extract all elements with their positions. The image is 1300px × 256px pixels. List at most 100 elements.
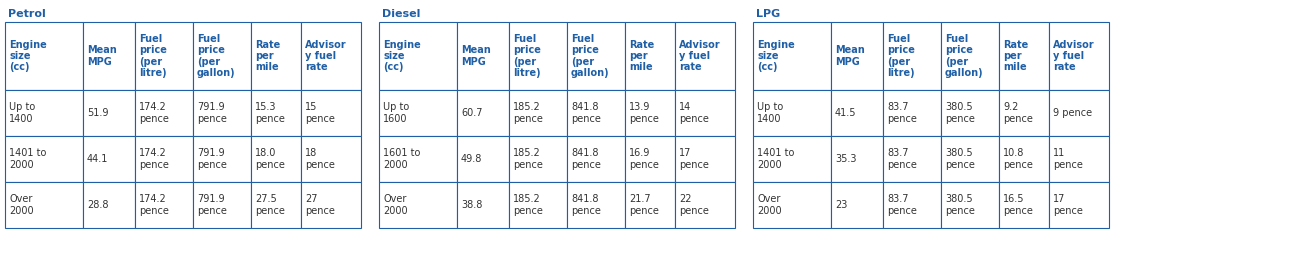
Text: 51.9: 51.9 [87,108,108,118]
Text: Engine
size
(cc): Engine size (cc) [757,40,794,72]
Text: Fuel
price
(per
litre): Fuel price (per litre) [887,34,915,78]
Bar [83,182,135,228]
Text: Rate
per
mile: Rate per mile [629,40,654,72]
Text: Over
2000: Over 2000 [757,194,781,216]
Bar [135,90,192,136]
Text: 13.9
pence: 13.9 pence [629,102,659,124]
Bar [458,22,510,90]
Text: 11
pence: 11 pence [1053,148,1083,169]
Text: Petrol: Petrol [8,9,46,19]
Bar [251,136,302,182]
Text: 9.2
pence: 9.2 pence [1004,102,1034,124]
Bar [1049,136,1109,182]
Bar [510,136,567,182]
Bar [753,22,831,90]
Bar [567,182,625,228]
Text: 185.2
pence: 185.2 pence [514,148,543,169]
Bar [1049,182,1109,228]
Bar [380,182,458,228]
Text: 23: 23 [835,200,848,210]
Bar [941,90,998,136]
Text: 380.5
pence: 380.5 pence [945,102,975,124]
Text: 841.8
pence: 841.8 pence [571,148,601,169]
Bar [625,182,675,228]
Text: 49.8: 49.8 [462,154,482,164]
Text: 185.2
pence: 185.2 pence [514,194,543,216]
Text: 841.8
pence: 841.8 pence [571,194,601,216]
Text: Fuel
price
(per
gallon): Fuel price (per gallon) [945,34,984,78]
Bar [302,182,361,228]
Bar [83,90,135,136]
Text: 841.8
pence: 841.8 pence [571,102,601,124]
Bar [302,22,361,90]
Text: Rate
per
mile: Rate per mile [255,40,281,72]
Text: 17
pence: 17 pence [679,148,708,169]
Bar [192,136,251,182]
Bar [675,90,734,136]
Bar [192,90,251,136]
Bar [510,182,567,228]
Bar [83,22,135,90]
Text: Fuel
price
(per
litre): Fuel price (per litre) [514,34,541,78]
Text: 174.2
pence: 174.2 pence [139,148,169,169]
Text: Diesel: Diesel [382,9,420,19]
Text: 15
pence: 15 pence [306,102,335,124]
Text: 18.0
pence: 18.0 pence [255,148,285,169]
Bar [1049,22,1109,90]
Text: 174.2
pence: 174.2 pence [139,194,169,216]
Bar [883,182,941,228]
Text: 27.5
pence: 27.5 pence [255,194,285,216]
Text: 17
pence: 17 pence [1053,194,1083,216]
Bar [625,90,675,136]
Text: 16.5
pence: 16.5 pence [1004,194,1034,216]
Bar [458,136,510,182]
Bar [135,22,192,90]
Bar [251,182,302,228]
Bar [941,22,998,90]
Bar [675,136,734,182]
Text: 380.5
pence: 380.5 pence [945,194,975,216]
Bar [567,90,625,136]
Text: Fuel
price
(per
gallon): Fuel price (per gallon) [571,34,610,78]
Bar [5,90,83,136]
Bar [675,22,734,90]
Text: 1401 to
2000: 1401 to 2000 [9,148,47,169]
Bar [5,136,83,182]
Bar [251,90,302,136]
Bar [458,182,510,228]
Bar [251,22,302,90]
Text: 10.8
pence: 10.8 pence [1004,148,1034,169]
Bar [5,22,83,90]
Text: 18
pence: 18 pence [306,148,335,169]
Text: Over
2000: Over 2000 [9,194,34,216]
Text: 14
pence: 14 pence [679,102,708,124]
Text: Fuel
price
(per
gallon): Fuel price (per gallon) [198,34,235,78]
Text: Engine
size
(cc): Engine size (cc) [9,40,47,72]
Bar [831,22,883,90]
Text: 83.7
pence: 83.7 pence [887,148,916,169]
Bar [380,90,458,136]
Text: 1401 to
2000: 1401 to 2000 [757,148,794,169]
Bar [135,182,192,228]
Bar [941,136,998,182]
Text: 41.5: 41.5 [835,108,857,118]
Text: 9 pence: 9 pence [1053,108,1092,118]
Bar [567,136,625,182]
Bar [302,136,361,182]
Text: 791.9
pence: 791.9 pence [198,148,228,169]
Text: Up to
1400: Up to 1400 [757,102,783,124]
Bar [998,182,1049,228]
Bar [941,182,998,228]
Text: 791.9
pence: 791.9 pence [198,194,228,216]
Bar [510,22,567,90]
Bar [675,182,734,228]
Bar [135,136,192,182]
Text: Fuel
price
(per
litre): Fuel price (per litre) [139,34,166,78]
Bar [831,182,883,228]
Bar [1049,90,1109,136]
Bar [302,90,361,136]
Text: 380.5
pence: 380.5 pence [945,148,975,169]
Text: Advisor
y fuel
rate: Advisor y fuel rate [1053,40,1095,72]
Text: 21.7
pence: 21.7 pence [629,194,659,216]
Text: Up to
1600: Up to 1600 [384,102,410,124]
